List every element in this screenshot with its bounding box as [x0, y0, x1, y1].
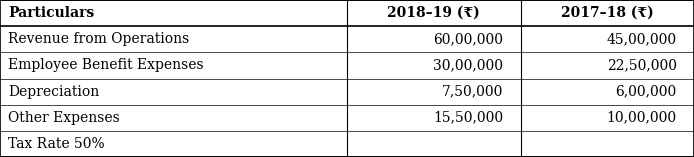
Text: Tax Rate 50%: Tax Rate 50%	[8, 137, 105, 151]
Text: Employee Benefit Expenses: Employee Benefit Expenses	[8, 58, 204, 72]
Text: 2017–18 (₹): 2017–18 (₹)	[561, 6, 654, 20]
Text: 10,00,000: 10,00,000	[607, 111, 677, 125]
Text: 6,00,000: 6,00,000	[616, 85, 677, 99]
Text: 2018–19 (₹): 2018–19 (₹)	[387, 6, 480, 20]
Text: Revenue from Operations: Revenue from Operations	[8, 32, 189, 46]
Text: 7,50,000: 7,50,000	[442, 85, 503, 99]
Text: 15,50,000: 15,50,000	[433, 111, 503, 125]
Text: 22,50,000: 22,50,000	[607, 58, 677, 72]
Text: Particulars: Particulars	[8, 6, 94, 20]
Text: 60,00,000: 60,00,000	[433, 32, 503, 46]
Text: Other Expenses: Other Expenses	[8, 111, 120, 125]
Text: 30,00,000: 30,00,000	[433, 58, 503, 72]
Text: 45,00,000: 45,00,000	[607, 32, 677, 46]
Text: Depreciation: Depreciation	[8, 85, 99, 99]
